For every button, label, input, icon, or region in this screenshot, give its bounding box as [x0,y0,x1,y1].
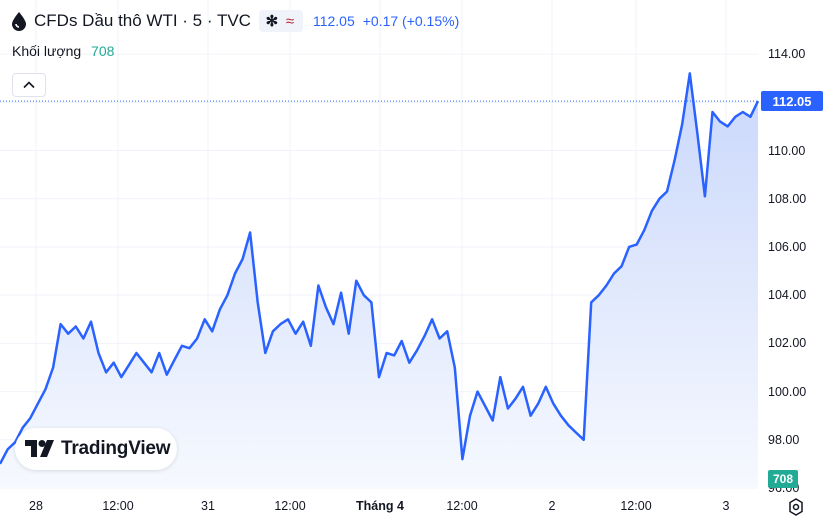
time-tick-label: 12:00 [274,499,306,513]
asterisk-icon[interactable]: ✻ [265,13,279,30]
price-tick-label: 106.00 [768,239,807,254]
price-tick-label: 108.00 [768,191,807,206]
time-tick-label: 28 [29,499,43,513]
settings-button[interactable] [785,496,807,518]
tv-logo-text: TradingView [61,438,171,459]
time-tick-label: 31 [201,499,215,513]
time-tick-label: 12:00 [446,499,478,513]
volume-label[interactable]: Khối lượng [12,43,82,59]
price-tick-label: 104.00 [768,288,807,303]
price-line [0,72,760,465]
volume-legend: Khối lượng 708 [12,43,114,59]
price-area [0,73,758,489]
symbol-title[interactable]: CFDs Dầu thô WTI · 5 · TVC [34,11,251,30]
price-tick-label: 98.00 [768,432,800,447]
header-price: 112.05 [312,13,355,29]
price-tick-label: 102.00 [768,336,807,351]
oil-drop-icon [8,10,30,32]
time-tick-label: 12:00 [102,499,134,513]
tv-logo-icon [25,440,54,457]
wave-icon[interactable]: ≈ [285,12,295,30]
last-price-tag: 112.05 [761,91,823,112]
time-tick-label: 3 [722,499,730,513]
time-tick-label: 2 [548,499,556,513]
tradingview-logo[interactable]: TradingView [15,428,177,470]
volume-value: 708 [91,43,115,59]
time-tick-label: 12:00 [620,499,652,513]
time-tick-label: Tháng 4 [356,499,404,513]
header-change: +0.17 (+0.15%) [362,13,460,29]
price-tick-label: 110.00 [768,143,806,158]
price-tick-label: 114.00 [768,47,806,62]
volume-tag: 708 [768,470,798,488]
price-tick-label: 100.00 [768,384,807,399]
collapse-legend-button[interactable] [12,73,46,97]
gear-icon [789,498,803,516]
chevron-up-icon [23,81,35,89]
symbol-header: CFDs Dầu thô WTI · 5 · TVC ✻ ≈ 112.05 +0… [8,9,459,33]
symbol-badges[interactable]: ✻ ≈ [258,10,303,32]
